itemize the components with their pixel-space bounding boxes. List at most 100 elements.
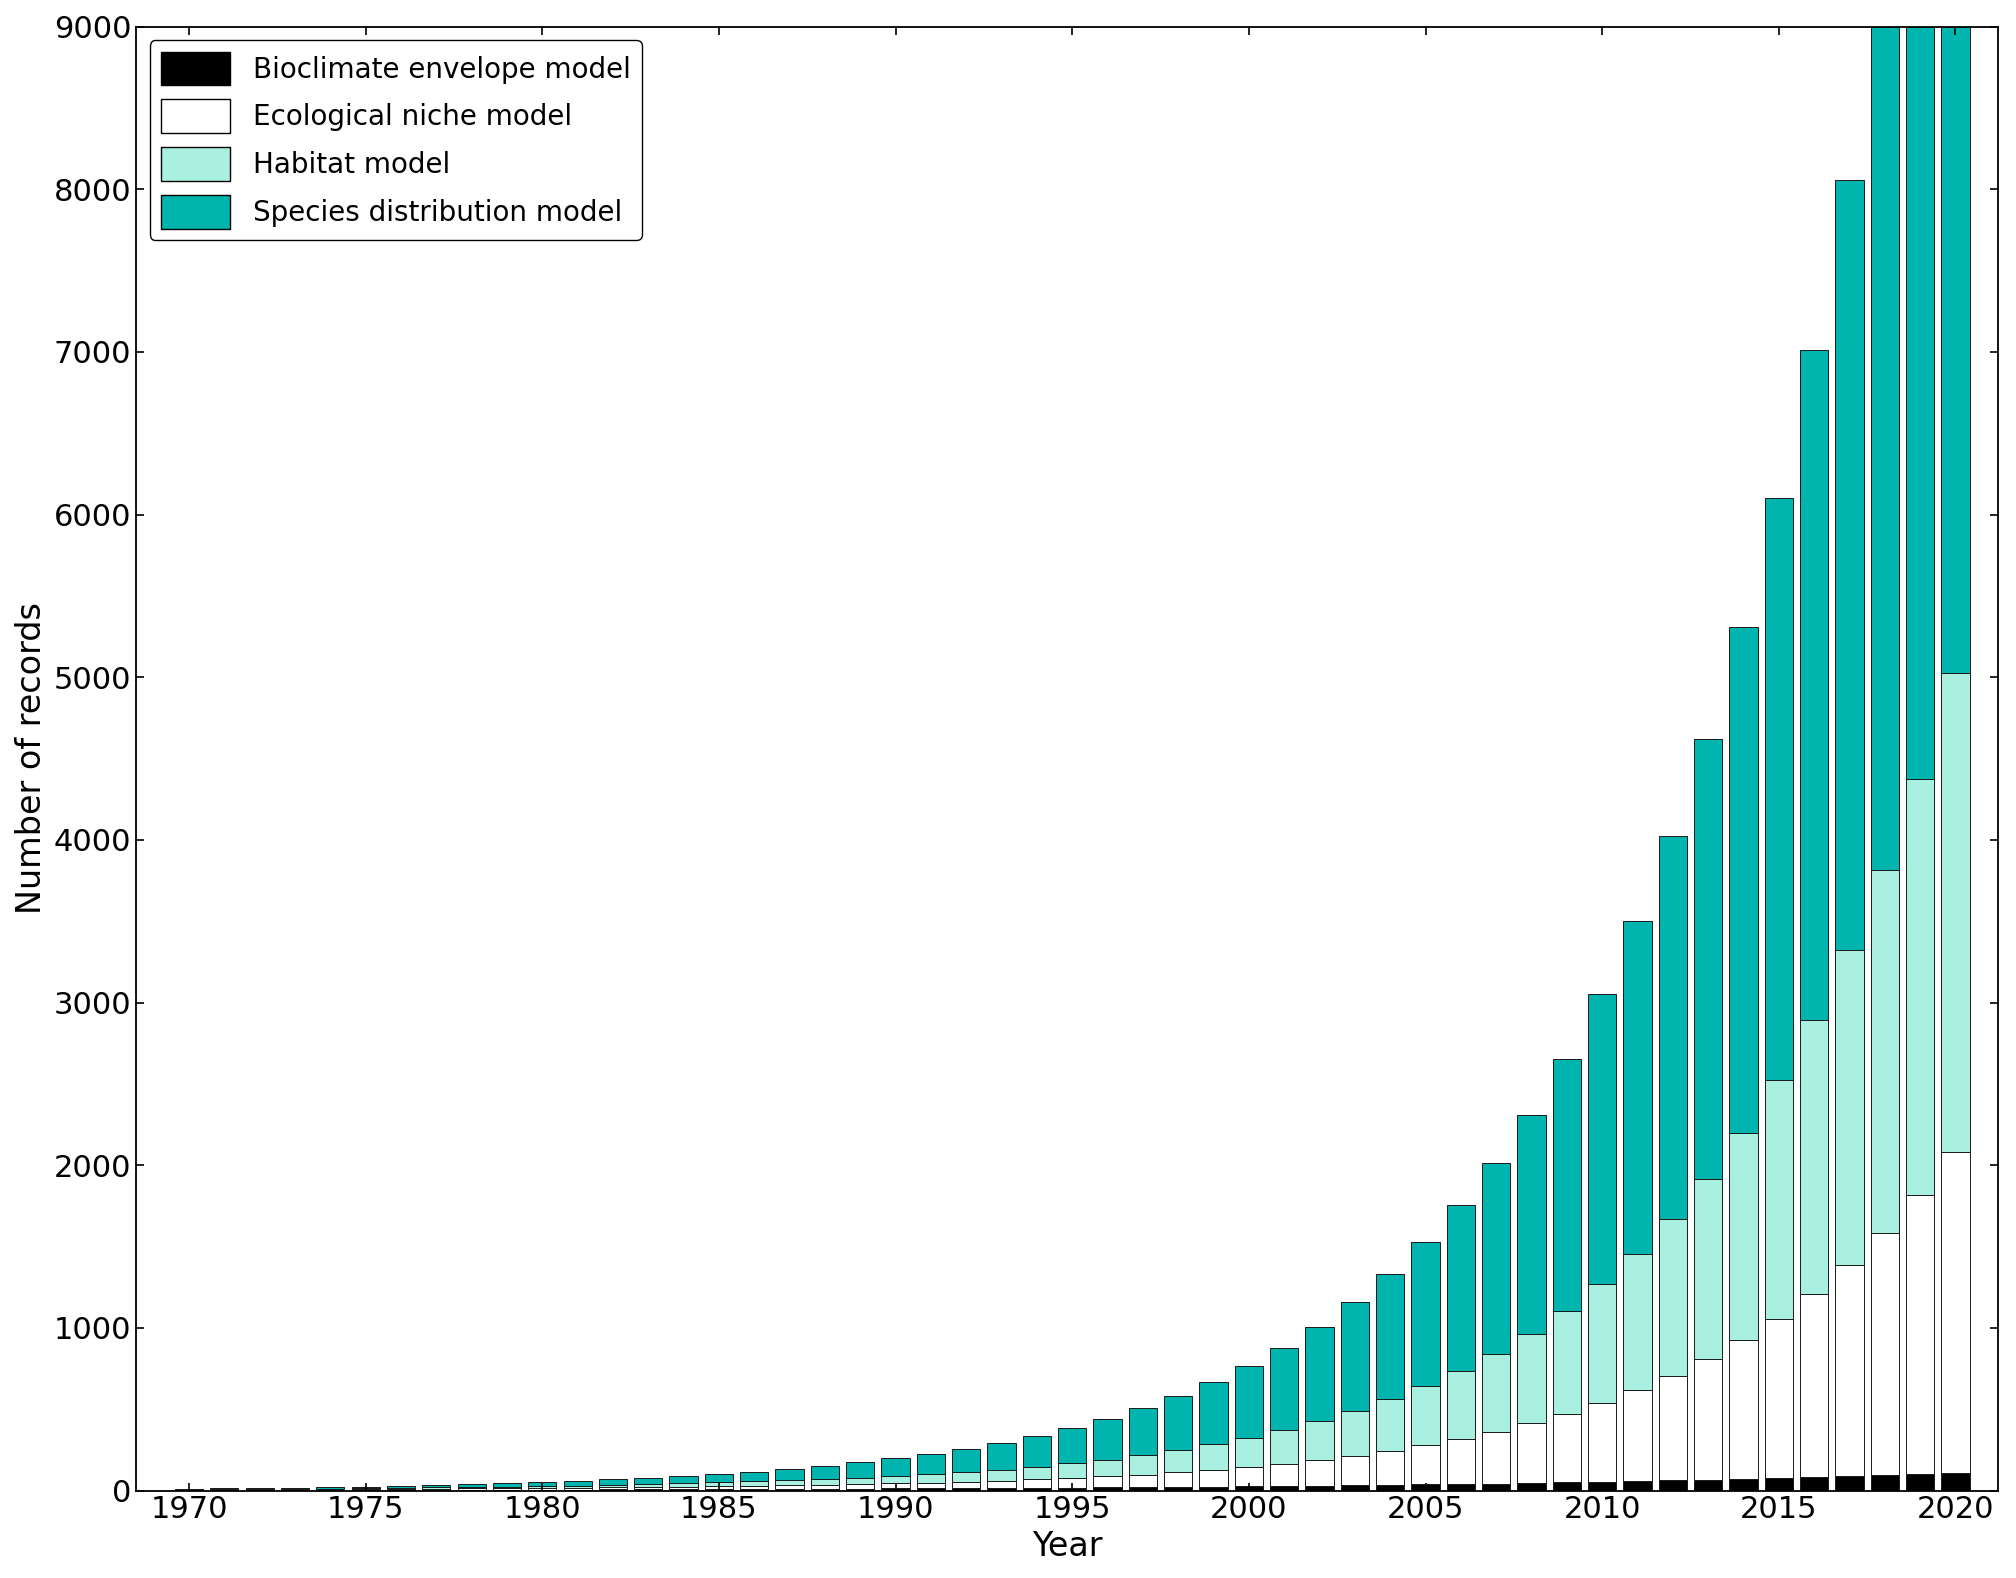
Bar [1200, 1444, 1228, 1469]
Bar [1730, 1340, 1758, 1479]
Bar [1589, 1284, 1617, 1403]
Bar [917, 1453, 946, 1474]
Bar [1093, 1460, 1121, 1477]
Bar [1163, 1450, 1191, 1472]
Bar [1482, 1354, 1510, 1431]
Bar [599, 1485, 627, 1488]
Bar [1764, 1081, 1792, 1319]
Bar [988, 1442, 1016, 1469]
Bar [564, 1480, 593, 1485]
Bar [1659, 1480, 1687, 1491]
Bar [1129, 1408, 1157, 1455]
Bar [917, 1483, 946, 1488]
Bar [1730, 1133, 1758, 1340]
Bar [1093, 1477, 1121, 1488]
Bar [1093, 1419, 1121, 1460]
Bar [635, 1483, 663, 1486]
Bar [564, 1485, 593, 1488]
Bar [988, 1480, 1016, 1488]
Bar [1730, 1479, 1758, 1491]
Bar [1093, 1488, 1121, 1491]
Bar [917, 1488, 946, 1491]
Bar [776, 1490, 804, 1491]
Bar [810, 1485, 839, 1488]
Bar [1835, 950, 1863, 1266]
Bar [1552, 1414, 1581, 1482]
Bar [1200, 1486, 1228, 1491]
Bar [1905, 1195, 1933, 1474]
Bar [1623, 1482, 1651, 1491]
Bar [847, 1477, 875, 1483]
Bar [1341, 1302, 1369, 1411]
Bar [1058, 1428, 1087, 1463]
Bar [1905, 778, 1933, 1195]
Bar [1411, 1385, 1439, 1445]
Bar [881, 1458, 909, 1475]
Bar [458, 1486, 486, 1488]
Bar [1800, 1294, 1829, 1477]
Bar [1234, 1486, 1262, 1491]
Bar [1234, 1438, 1262, 1468]
Bar [351, 1486, 379, 1488]
Bar [1022, 1479, 1050, 1488]
Bar [421, 1485, 450, 1488]
Bar [1623, 1390, 1651, 1482]
Bar [1552, 1310, 1581, 1414]
Bar [740, 1486, 768, 1490]
Bar [1129, 1488, 1157, 1491]
Bar [1518, 1483, 1546, 1491]
Bar [1659, 1218, 1687, 1376]
Bar [847, 1483, 875, 1488]
Bar [1730, 626, 1758, 1133]
Bar [1129, 1475, 1157, 1488]
Bar [1447, 1483, 1476, 1491]
Bar [917, 1474, 946, 1483]
Bar [1941, 1152, 1970, 1472]
Bar [1163, 1472, 1191, 1486]
Bar [669, 1486, 698, 1490]
Bar [1411, 1445, 1439, 1485]
Bar [847, 1488, 875, 1491]
Bar [1905, 1474, 1933, 1491]
Bar [1941, 1472, 1970, 1491]
Bar [1871, 1232, 1899, 1475]
Bar [528, 1488, 556, 1490]
Bar [458, 1483, 486, 1486]
Bar [599, 1479, 627, 1485]
Bar [1341, 1485, 1369, 1491]
Bar [1835, 180, 1863, 950]
Bar [669, 1483, 698, 1486]
Bar [1447, 1206, 1476, 1371]
Bar [1200, 1469, 1228, 1486]
Bar [952, 1449, 980, 1472]
Bar [1234, 1367, 1262, 1438]
Bar [1871, 1475, 1899, 1491]
Bar [881, 1488, 909, 1491]
Bar [1589, 1482, 1617, 1491]
Bar [1377, 1485, 1405, 1491]
Bar [810, 1479, 839, 1485]
Bar [1659, 836, 1687, 1218]
Bar [492, 1483, 520, 1486]
Bar [1871, 871, 1899, 1232]
Bar [1764, 1479, 1792, 1491]
Bar [1306, 1486, 1335, 1491]
Bar [1800, 1477, 1829, 1491]
Bar [1905, 0, 1933, 778]
Bar [1447, 1371, 1476, 1439]
Bar [810, 1466, 839, 1479]
Bar [1022, 1466, 1050, 1479]
Bar [1058, 1479, 1087, 1488]
Y-axis label: Number of records: Number of records [14, 603, 48, 915]
Bar [1447, 1439, 1476, 1483]
Bar [1341, 1456, 1369, 1485]
Bar [740, 1482, 768, 1486]
Bar [1764, 499, 1792, 1081]
Bar [1482, 1163, 1510, 1354]
Bar [1306, 1460, 1335, 1486]
Bar [1693, 1480, 1722, 1491]
Bar [881, 1475, 909, 1483]
Bar [952, 1482, 980, 1488]
Bar [847, 1463, 875, 1477]
Bar [881, 1483, 909, 1488]
